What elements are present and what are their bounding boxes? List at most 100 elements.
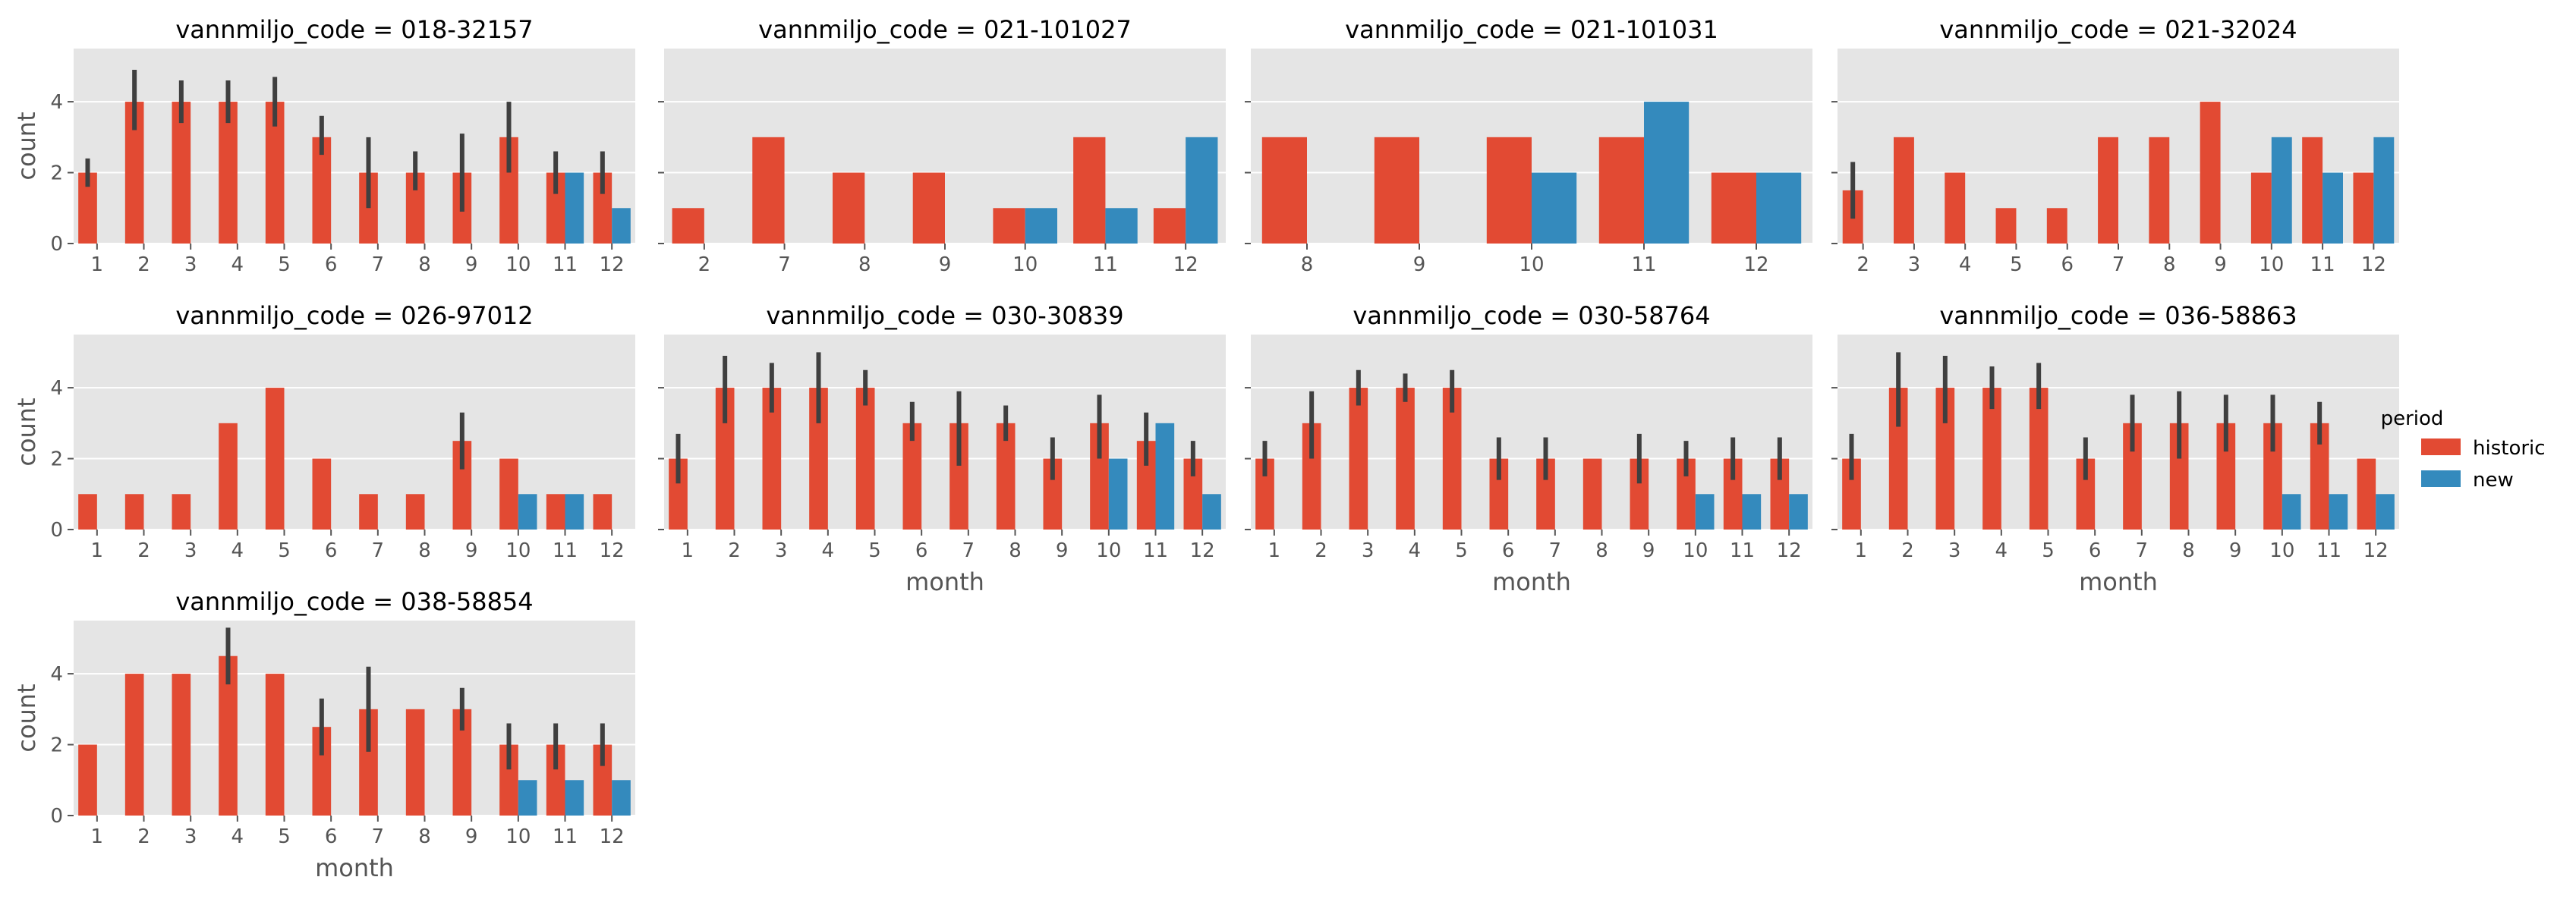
x-tick-label: 9 [1056, 539, 1069, 562]
x-tick-label: 11 [1730, 539, 1755, 562]
x-tick-label: 6 [325, 825, 338, 848]
bar-new [1186, 137, 1218, 244]
legend-label-new: new [2473, 469, 2514, 492]
x-tick-label: 5 [278, 253, 291, 276]
x-tick-label: 7 [962, 539, 975, 562]
panel-title: vannmiljo_code = 026-97012 [175, 301, 533, 330]
bar-new [1155, 423, 1175, 530]
y-tick-label: 4 [50, 377, 63, 400]
bar-new [1695, 494, 1715, 530]
bar-new [565, 780, 584, 816]
y-tick-label: 0 [50, 805, 63, 828]
x-tick-label: 4 [231, 539, 244, 562]
y-tick-label: 2 [50, 734, 63, 757]
bar-historic [265, 674, 285, 816]
x-tick-label: 1 [91, 253, 104, 276]
bar-new [1789, 494, 1808, 530]
bar-historic [1374, 137, 1419, 244]
bar-new [2373, 137, 2395, 244]
bar-historic [2149, 137, 2170, 244]
x-tick-label: 2 [1856, 253, 1869, 276]
bar-new [1025, 208, 1057, 244]
bar-new [1756, 172, 1802, 244]
x-tick-label: 5 [1455, 539, 1468, 562]
x-tick-label: 6 [325, 539, 338, 562]
panel-title: vannmiljo_code = 021-101027 [758, 15, 1132, 44]
bar-historic [312, 458, 332, 530]
x-tick-label: 1 [1268, 539, 1281, 562]
x-tick-label: 10 [505, 825, 531, 848]
panel-title: vannmiljo_code = 030-58764 [1353, 301, 1710, 330]
x-tick-label: 6 [2061, 253, 2074, 276]
x-tick-label: 1 [91, 539, 104, 562]
y-axis-label: count [12, 398, 41, 466]
y-tick-label: 4 [50, 663, 63, 686]
x-tick-label: 10 [1012, 253, 1038, 276]
y-tick-label: 2 [50, 448, 63, 471]
bar-historic [2353, 172, 2374, 244]
x-tick-label: 1 [91, 825, 104, 848]
x-tick-label: 8 [858, 253, 871, 276]
x-tick-label: 10 [1096, 539, 1121, 562]
x-tick-label: 10 [1683, 539, 1708, 562]
x-tick-label: 9 [465, 825, 478, 848]
x-axis-label: month [905, 567, 984, 596]
x-tick-label: 10 [505, 253, 531, 276]
x-tick-label: 7 [372, 539, 385, 562]
bar-new [1202, 494, 1221, 530]
x-tick-label: 11 [553, 253, 578, 276]
bar-new [1742, 494, 1762, 530]
facet-panel: vannmiljo_code = 021-101027 2 7 8 9 10 11 12 [658, 15, 1226, 276]
bar-new [2376, 494, 2395, 530]
bar-historic [2357, 458, 2376, 530]
x-tick-label: 11 [2310, 253, 2335, 276]
panel-title: vannmiljo_code = 030-30839 [766, 301, 1123, 330]
y-tick-label: 4 [50, 91, 63, 114]
bar-historic [855, 388, 875, 530]
x-tick-label: 4 [231, 253, 244, 276]
x-tick-label: 3 [184, 253, 197, 276]
x-tick-label: 12 [1743, 253, 1768, 276]
x-tick-label: 10 [1519, 253, 1544, 276]
legend-swatch-historic [2421, 438, 2461, 455]
x-tick-label: 6 [325, 253, 338, 276]
bar-historic [1995, 208, 2017, 244]
x-tick-label: 12 [1173, 253, 1198, 276]
facet-panel: vannmiljo_code = 021-101031 8 9 10 11 12 [1245, 15, 1812, 276]
panel-title: vannmiljo_code = 021-32024 [1939, 15, 2297, 44]
panel-background [1251, 335, 1812, 530]
panel-background [74, 335, 635, 530]
bar-historic [1982, 388, 2001, 530]
x-tick-label: 9 [465, 539, 478, 562]
bar-historic [1073, 137, 1106, 244]
x-tick-label: 2 [728, 539, 741, 562]
x-tick-label: 9 [1413, 253, 1426, 276]
facet-panel: vannmiljo_code = 021-32024 2 3 4 5 6 7 8 9 10 11 12 [1831, 15, 2399, 276]
x-tick-label: 5 [2010, 253, 2023, 276]
legend-label-historic: historic [2473, 437, 2546, 460]
y-tick-label: 0 [50, 519, 63, 542]
bar-historic [405, 709, 425, 816]
x-tick-label: 3 [184, 825, 197, 848]
x-tick-label: 7 [372, 253, 385, 276]
x-tick-label: 7 [372, 825, 385, 848]
bar-historic [172, 494, 191, 530]
x-tick-label: 5 [278, 825, 291, 848]
x-axis-label: month [2079, 567, 2158, 596]
x-tick-label: 7 [2112, 253, 2125, 276]
panel-title: vannmiljo_code = 038-58854 [175, 587, 533, 616]
x-tick-label: 4 [1409, 539, 1422, 562]
bar-historic [172, 102, 191, 244]
panel-background [74, 49, 635, 244]
y-axis-label: count [12, 684, 41, 752]
bar-historic [1486, 137, 1532, 244]
panel-background [1838, 335, 2399, 530]
x-tick-label: 10 [2269, 539, 2294, 562]
bar-new [518, 780, 537, 816]
bar-historic [124, 674, 144, 816]
x-tick-label: 3 [1362, 539, 1375, 562]
bar-historic [1894, 137, 1914, 244]
